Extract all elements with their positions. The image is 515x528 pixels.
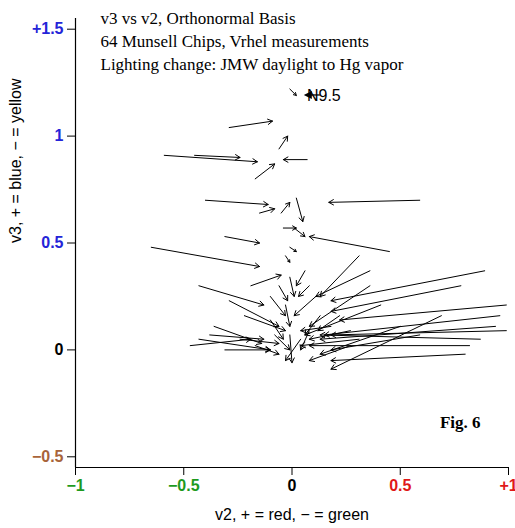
svg-text:Fig. 6: Fig. 6 (440, 413, 481, 432)
svg-text:N9.5: N9.5 (307, 87, 341, 104)
svg-text:0.5: 0.5 (389, 477, 411, 494)
svg-text:+1: +1 (499, 477, 515, 494)
svg-text:−0.5: −0.5 (32, 448, 64, 465)
svg-text:v3, + = blue, − = yellow: v3, + = blue, − = yellow (7, 78, 24, 243)
svg-text:0.5: 0.5 (41, 234, 63, 251)
svg-text:−1: −1 (66, 477, 84, 494)
svg-text:v3 vs v2, Orthonormal Basis64: v3 vs v2, Orthonormal Basis64 Munsell Ch… (101, 9, 404, 74)
svg-text:v2, + = red, − = green: v2, + = red, − = green (215, 506, 369, 523)
svg-text:0: 0 (55, 341, 64, 358)
svg-text:1: 1 (55, 127, 64, 144)
svg-text:0: 0 (288, 477, 297, 494)
svg-text:−0.5: −0.5 (168, 477, 200, 494)
svg-text:+1.5: +1.5 (32, 20, 64, 37)
